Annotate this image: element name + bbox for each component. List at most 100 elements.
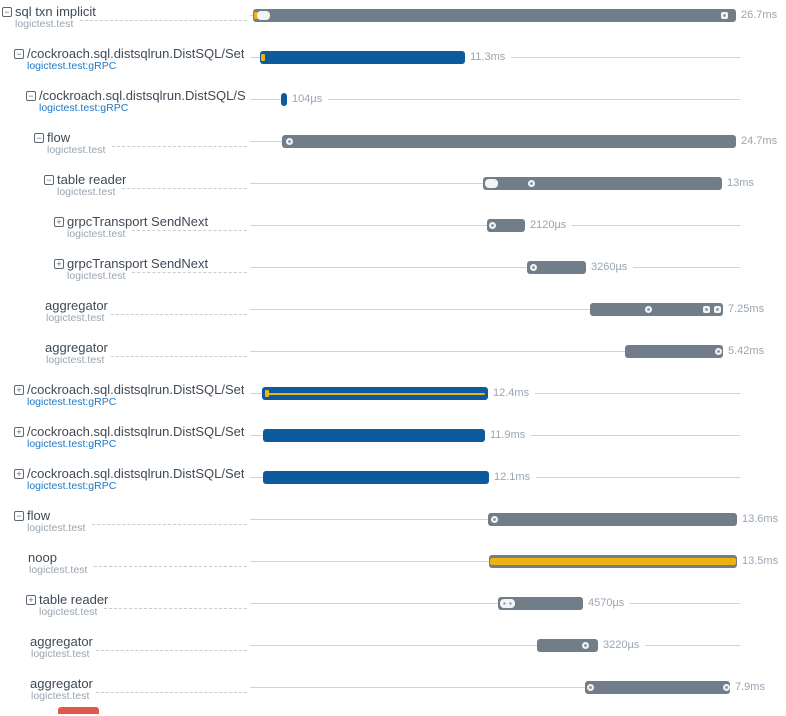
span-title: /cockroach.sql.distsqlrun.DistSQL/Set — [27, 46, 245, 61]
span-bar[interactable] — [590, 303, 723, 316]
span-title-line: + table reader — [0, 592, 250, 607]
span-timeline: 26.7ms — [250, 2, 786, 44]
span-duration: 104µs — [292, 93, 323, 105]
trace-row: aggregator logictest.test 3220µs — [0, 632, 786, 674]
span-timeline: 7.9ms — [250, 674, 786, 716]
expand-icon[interactable]: + — [54, 258, 64, 269]
collapse-icon[interactable]: − — [14, 48, 24, 59]
span-subtitle[interactable]: logictest.test:gRPC — [27, 480, 117, 492]
span-marker — [500, 599, 515, 608]
timeline-line-after — [630, 597, 740, 610]
expand-icon[interactable]: + — [54, 216, 64, 227]
span-duration: 13ms — [727, 177, 754, 189]
span-title: noop — [28, 550, 57, 565]
span-label-cell: + grpcTransport SendNext logictest.test — [0, 212, 250, 254]
error-span-bar-partial[interactable] — [58, 707, 99, 714]
span-marker — [587, 684, 594, 691]
timeline-line-before — [250, 51, 260, 64]
span-bar[interactable] — [585, 681, 730, 694]
timeline-line-after — [511, 51, 740, 64]
trace-row: + /cockroach.sql.distsqlrun.DistSQL/Set … — [0, 464, 786, 506]
timeline-line-before — [250, 93, 281, 106]
timeline-line-before — [250, 219, 487, 232]
span-duration: 11.9ms — [490, 429, 526, 441]
trace-row: − flow logictest.test 13.6ms — [0, 506, 786, 548]
span-subtitle: logictest.test — [27, 522, 86, 534]
span-bar[interactable] — [253, 9, 736, 22]
span-title-line: + /cockroach.sql.distsqlrun.DistSQL/Set — [0, 382, 250, 397]
trace-row: + table reader logictest.test 4570µs — [0, 590, 786, 632]
span-bar[interactable] — [281, 93, 287, 106]
span-subtitle[interactable]: logictest.test:gRPC — [27, 60, 117, 72]
timeline-line-before — [250, 513, 488, 526]
span-bar[interactable] — [625, 345, 723, 358]
span-title: /cockroach.sql.distsqlrun.DistSQL/Set — [27, 382, 245, 397]
span-bar[interactable] — [498, 597, 583, 610]
span-subtitle[interactable]: logictest.test:gRPC — [27, 438, 117, 450]
expand-icon[interactable]: + — [14, 426, 24, 437]
span-bar[interactable] — [537, 639, 598, 652]
span-subtitle-line: logictest.test — [0, 607, 250, 620]
span-title-line: + grpcTransport SendNext — [0, 214, 250, 229]
span-subtitle-line: logictest.test — [0, 691, 250, 704]
span-title-line: − flow — [0, 508, 250, 523]
span-bar[interactable] — [488, 513, 737, 526]
span-title: /cockroach.sql.distsqlrun.DistSQL/Set — [27, 466, 245, 481]
leader-dashes — [132, 230, 247, 231]
leader-dashes — [111, 314, 247, 315]
span-bar[interactable] — [260, 51, 465, 64]
timeline-line-after — [535, 387, 740, 400]
span-subtitle-line: logictest.test — [0, 145, 250, 158]
expand-icon[interactable]: + — [14, 468, 24, 479]
expand-icon[interactable]: + — [14, 384, 24, 395]
span-bar[interactable] — [263, 429, 485, 442]
span-label-cell: aggregator logictest.test — [0, 338, 250, 380]
collapse-icon[interactable]: − — [34, 132, 44, 143]
span-bar[interactable] — [282, 135, 736, 148]
span-subtitle: logictest.test — [31, 648, 90, 660]
collapse-icon[interactable]: − — [26, 90, 36, 101]
span-label-cell: − flow logictest.test — [0, 128, 250, 170]
span-bar[interactable] — [263, 471, 489, 484]
span-label-cell: − table reader logictest.test — [0, 170, 250, 212]
span-subtitle-line: logictest.test:gRPC — [0, 481, 250, 494]
timeline-line-before — [250, 177, 483, 190]
span-title: aggregator — [30, 634, 93, 649]
span-bar[interactable] — [483, 177, 722, 190]
span-label-cell: aggregator logictest.test — [0, 296, 250, 338]
span-bar[interactable] — [527, 261, 586, 274]
collapse-icon[interactable]: − — [2, 6, 12, 17]
span-subtitle[interactable]: logictest.test:gRPC — [39, 102, 129, 114]
collapse-icon[interactable]: − — [14, 510, 24, 521]
span-title-line: − /cockroach.sql.distsqlrun.DistSQL/S — [0, 88, 250, 103]
span-bar[interactable] — [487, 219, 525, 232]
span-subtitle-line: logictest.test — [0, 649, 250, 662]
trace-row: − table reader logictest.test 13ms — [0, 170, 786, 212]
span-subtitle: logictest.test — [46, 312, 105, 324]
span-marker — [286, 138, 293, 145]
timeline-line-before — [250, 639, 537, 652]
span-subtitle-line: logictest.test:gRPC — [0, 439, 250, 452]
span-duration: 5.42ms — [728, 345, 765, 357]
span-bar[interactable] — [262, 387, 488, 400]
span-marker — [528, 180, 535, 187]
span-label-cell: noop logictest.test — [0, 548, 250, 590]
span-bar[interactable] — [489, 555, 737, 568]
span-title: aggregator — [45, 340, 108, 355]
timeline-line-before — [250, 597, 498, 610]
span-subtitle-line: logictest.test — [0, 523, 250, 536]
span-title: grpcTransport SendNext — [67, 256, 209, 271]
span-duration: 3220µs — [603, 639, 640, 651]
span-label-cell: aggregator logictest.test — [0, 674, 250, 716]
timeline-line-before — [250, 555, 489, 568]
span-timeline: 11.9ms — [250, 422, 786, 464]
span-title-line: aggregator — [0, 340, 250, 355]
span-timeline: 2120µs — [250, 212, 786, 254]
span-marker — [485, 179, 498, 188]
expand-icon[interactable]: + — [26, 594, 36, 605]
span-subtitle[interactable]: logictest.test:gRPC — [27, 396, 117, 408]
trace-row: − flow logictest.test 24.7ms — [0, 128, 786, 170]
collapse-icon[interactable]: − — [44, 174, 54, 185]
span-title: table reader — [39, 592, 109, 607]
